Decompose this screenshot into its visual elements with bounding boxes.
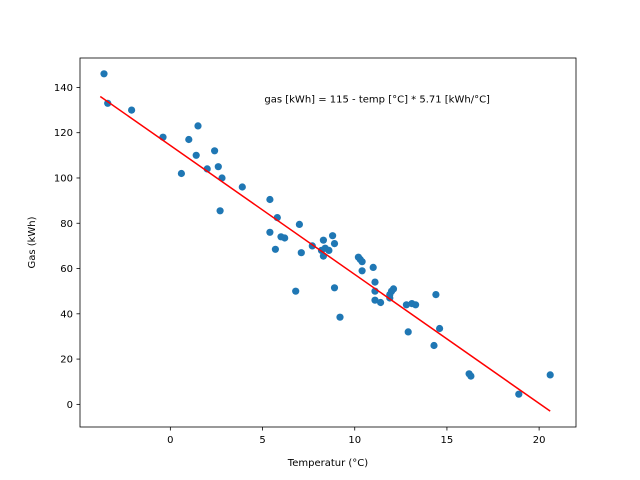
x-tick-label-10: 10 xyxy=(348,435,361,446)
data-point-1 xyxy=(100,70,108,78)
plot-axes: 0 5 10 15 20 0 20 40 60 80 100 120 140 xyxy=(54,57,577,446)
data-point-51 xyxy=(430,341,438,350)
data-point-22 xyxy=(295,220,303,228)
data-point-30 xyxy=(329,232,337,240)
data-point-33 xyxy=(336,313,344,321)
data-point-23 xyxy=(297,249,305,257)
data-point-39 xyxy=(371,278,379,286)
data-point-21 xyxy=(292,287,300,295)
y-axis-label: Gas (kWh) xyxy=(27,216,38,268)
y-tick-label-0: 0 xyxy=(67,400,73,411)
y-tick-label-80: 80 xyxy=(60,219,73,230)
data-point-17 xyxy=(271,245,279,253)
y-tick-label-60: 60 xyxy=(60,264,73,275)
data-point-42 xyxy=(377,298,385,307)
data-point-37 xyxy=(358,267,366,275)
regression-equation-annotation: gas [kWh] = 115 - temp [°C] * 5.71 [kWh/… xyxy=(264,95,490,106)
data-point-7 xyxy=(192,151,200,159)
x-tick-label-20: 20 xyxy=(533,435,546,446)
regression-line xyxy=(99,95,551,412)
data-point-26 xyxy=(319,236,327,244)
x-tick-label-0: 0 xyxy=(167,435,173,446)
x-tick-label-15: 15 xyxy=(441,435,454,446)
y-tick-label-100: 100 xyxy=(54,173,73,184)
plot-frame xyxy=(79,57,577,428)
data-point-29 xyxy=(325,246,333,254)
data-point-3 xyxy=(128,106,136,114)
data-point-36 xyxy=(358,258,366,266)
data-point-13 xyxy=(216,207,224,215)
data-point-16 xyxy=(266,228,274,236)
data-point-55 xyxy=(467,372,475,380)
data-point-6 xyxy=(185,135,193,144)
data-point-32 xyxy=(330,284,339,292)
data-point-52 xyxy=(432,291,440,299)
data-point-50 xyxy=(412,301,420,309)
data-point-41 xyxy=(371,296,379,304)
data-point-20 xyxy=(281,234,289,242)
y-tick-label-140: 140 xyxy=(54,83,73,94)
data-point-57 xyxy=(546,371,554,379)
data-point-15 xyxy=(266,195,274,204)
x-axis-label: Temperatur (°C) xyxy=(287,458,368,469)
x-tick-label-5: 5 xyxy=(259,435,265,446)
data-point-47 xyxy=(402,301,410,309)
y-tick-label-40: 40 xyxy=(60,309,73,320)
data-point-2 xyxy=(104,99,112,107)
data-point-8 xyxy=(194,122,202,130)
y-tick-label-120: 120 xyxy=(54,128,73,139)
data-point-11 xyxy=(214,163,222,171)
data-point-56 xyxy=(515,390,523,398)
plot-marks xyxy=(99,70,554,412)
data-point-53 xyxy=(436,324,444,333)
y-tick-label-20: 20 xyxy=(60,355,73,366)
data-point-31 xyxy=(330,240,339,248)
data-point-5 xyxy=(177,169,185,178)
data-point-14 xyxy=(238,183,246,191)
data-point-38 xyxy=(369,263,377,271)
data-point-48 xyxy=(404,328,412,336)
data-point-46 xyxy=(389,285,398,293)
data-point-10 xyxy=(211,147,219,155)
